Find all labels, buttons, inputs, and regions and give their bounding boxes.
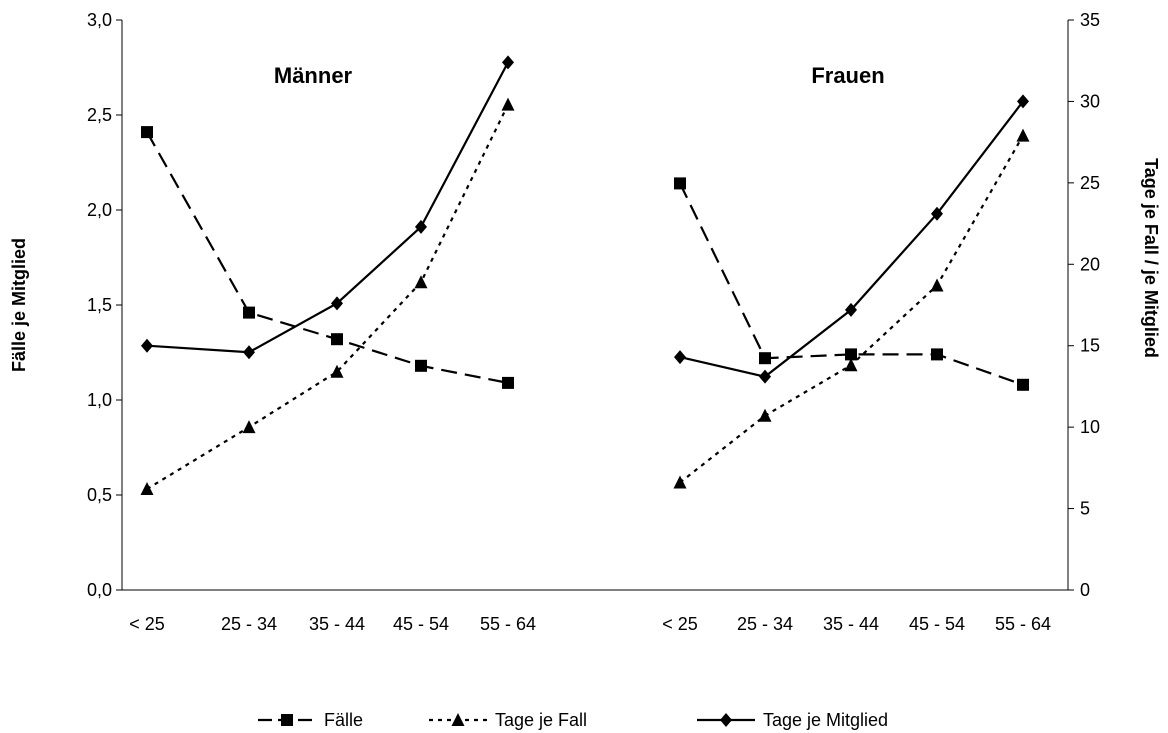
data-point bbox=[243, 345, 255, 360]
data-point bbox=[1016, 128, 1030, 142]
data-point bbox=[758, 408, 772, 422]
series-frauen-2 bbox=[674, 94, 1029, 384]
right-tick-label: 0 bbox=[1080, 580, 1090, 600]
legend-item: Tage je Fall bbox=[429, 710, 587, 730]
series-maenner-2 bbox=[141, 55, 514, 360]
series-line bbox=[146, 104, 509, 490]
data-point bbox=[140, 482, 154, 496]
y-axis-title: Fälle je Mitglied bbox=[9, 238, 29, 372]
data-point bbox=[759, 352, 771, 365]
x-tick-label: < 25 bbox=[129, 614, 165, 634]
left-tick-label: 0,5 bbox=[87, 485, 112, 505]
left-tick-label: 1,0 bbox=[87, 390, 112, 410]
legend: Fälle Tage je Fall Tage je Mitglied bbox=[258, 710, 888, 730]
x-tick-label: 55 - 64 bbox=[480, 614, 536, 634]
left-tick-label: 1,5 bbox=[87, 295, 112, 315]
axes: 0,0 0,5 1,0 1,5 2,0 2,5 3,0 0 5 10 15 20 25 30 35 Fälle… bbox=[9, 10, 1161, 634]
legend-marker bbox=[281, 714, 293, 726]
series-maenner-1 bbox=[140, 97, 515, 496]
data-point bbox=[674, 350, 686, 365]
data-point bbox=[844, 358, 858, 372]
x-tick-label: 25 - 34 bbox=[737, 614, 793, 634]
series-maenner-0 bbox=[141, 126, 514, 389]
data-point bbox=[331, 296, 343, 311]
series-line bbox=[146, 131, 509, 384]
legend-label: Tage je Mitglied bbox=[763, 710, 888, 730]
series-line bbox=[146, 61, 509, 354]
legend-item: Tage je Mitglied bbox=[697, 710, 888, 730]
x-tick-label: 45 - 54 bbox=[393, 614, 449, 634]
x-tick-label: < 25 bbox=[662, 614, 698, 634]
legend-label: Tage je Fall bbox=[495, 710, 587, 730]
series-layer bbox=[140, 55, 1030, 496]
data-point bbox=[931, 348, 943, 361]
legend-label: Fälle bbox=[324, 710, 363, 730]
right-tick-label: 20 bbox=[1080, 254, 1100, 274]
data-point bbox=[242, 420, 256, 434]
data-point bbox=[141, 126, 153, 139]
data-point bbox=[1017, 378, 1029, 391]
series-line bbox=[679, 182, 1024, 386]
data-point bbox=[502, 55, 514, 70]
legend-marker bbox=[451, 713, 465, 726]
right-tick-label: 25 bbox=[1080, 173, 1100, 193]
data-point bbox=[845, 348, 857, 361]
data-point bbox=[331, 333, 343, 346]
y2-axis-title: Tage je Fall / je Mitglied bbox=[1141, 158, 1161, 358]
left-tick-label: 2,5 bbox=[87, 105, 112, 125]
left-tick-label: 2,0 bbox=[87, 200, 112, 220]
left-tick-label: 0,0 bbox=[87, 580, 112, 600]
data-point bbox=[845, 302, 857, 317]
x-tick-label: 35 - 44 bbox=[823, 614, 879, 634]
x-tick-label: 25 - 34 bbox=[221, 614, 277, 634]
series-line bbox=[679, 100, 1024, 378]
data-point bbox=[501, 97, 515, 111]
right-tick-label: 10 bbox=[1080, 417, 1100, 437]
right-tick-label: 30 bbox=[1080, 91, 1100, 111]
data-point bbox=[1017, 94, 1029, 109]
data-point bbox=[931, 206, 943, 221]
x-tick-label: 45 - 54 bbox=[909, 614, 965, 634]
data-point bbox=[673, 475, 687, 489]
data-point bbox=[930, 278, 944, 292]
legend-item: Fälle bbox=[258, 710, 363, 730]
data-point bbox=[415, 219, 427, 234]
data-point bbox=[243, 306, 255, 319]
right-tick-label: 35 bbox=[1080, 10, 1100, 30]
left-tick-label: 3,0 bbox=[87, 10, 112, 30]
data-point bbox=[415, 359, 427, 372]
legend-marker bbox=[720, 713, 732, 727]
x-tick-label: 55 - 64 bbox=[995, 614, 1051, 634]
data-point bbox=[330, 364, 344, 378]
panel-title-frauen: Frauen bbox=[811, 63, 884, 88]
right-tick-label: 5 bbox=[1080, 499, 1090, 519]
data-point bbox=[502, 376, 514, 389]
right-tick-label: 15 bbox=[1080, 336, 1100, 356]
series-frauen-0 bbox=[674, 177, 1029, 391]
panel-title-maenner: Männer bbox=[274, 63, 353, 88]
data-point bbox=[141, 338, 153, 353]
data-point bbox=[414, 275, 428, 289]
data-point bbox=[759, 369, 771, 384]
x-tick-label: 35 - 44 bbox=[309, 614, 365, 634]
series-frauen-1 bbox=[673, 128, 1030, 489]
data-point bbox=[674, 177, 686, 190]
